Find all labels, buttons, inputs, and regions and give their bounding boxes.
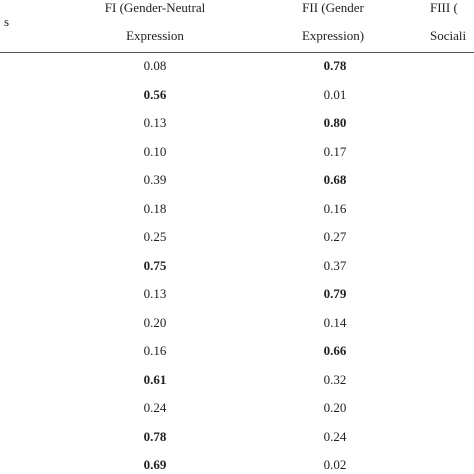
header-cell: FI (Gender-Neutral	[104, 0, 206, 15]
cell: 0.80	[323, 115, 347, 130]
cell: 0.39	[143, 172, 167, 187]
cell: 0.13	[143, 115, 167, 130]
header-cell: FII (Gender	[302, 0, 364, 15]
cell: 0.20	[323, 400, 347, 415]
cell: 0.66	[323, 343, 347, 358]
cell: 0.75	[143, 257, 167, 273]
header-cell: Sociali	[430, 28, 467, 43]
header-rule	[0, 52, 474, 53]
cell: 0.78	[143, 428, 167, 444]
cell: 0.32	[323, 371, 347, 387]
cell: 0.69	[143, 457, 167, 472]
cell: 0.56	[143, 86, 167, 102]
cell: 0.18	[143, 200, 167, 216]
cell: 0.16	[143, 343, 167, 358]
cell: 0.78	[323, 58, 347, 73]
cell: 0.02	[323, 457, 347, 472]
cell: 0.27	[323, 229, 347, 244]
header-cell: Expression)	[301, 28, 365, 43]
cell: 0.61	[143, 371, 167, 387]
header-cell: s	[4, 14, 10, 29]
cell: 0.14	[323, 314, 347, 330]
header-cell: FIII (	[430, 0, 458, 15]
cell: 0.01	[323, 86, 347, 102]
cell: 0.37	[323, 257, 347, 273]
cell: 0.13	[143, 286, 167, 301]
cell: 0.24	[143, 400, 167, 415]
cell: 0.17	[323, 143, 347, 159]
cell: 0.79	[323, 286, 347, 301]
cell: 0.25	[143, 229, 167, 244]
cell: 0.10	[143, 143, 167, 159]
cell: 0.68	[323, 172, 347, 187]
header-cell: Expression	[126, 28, 184, 43]
cell: 0.08	[143, 58, 167, 73]
cell: 0.24	[323, 428, 347, 444]
cell: 0.20	[143, 314, 167, 330]
cell: 0.16	[323, 200, 347, 216]
